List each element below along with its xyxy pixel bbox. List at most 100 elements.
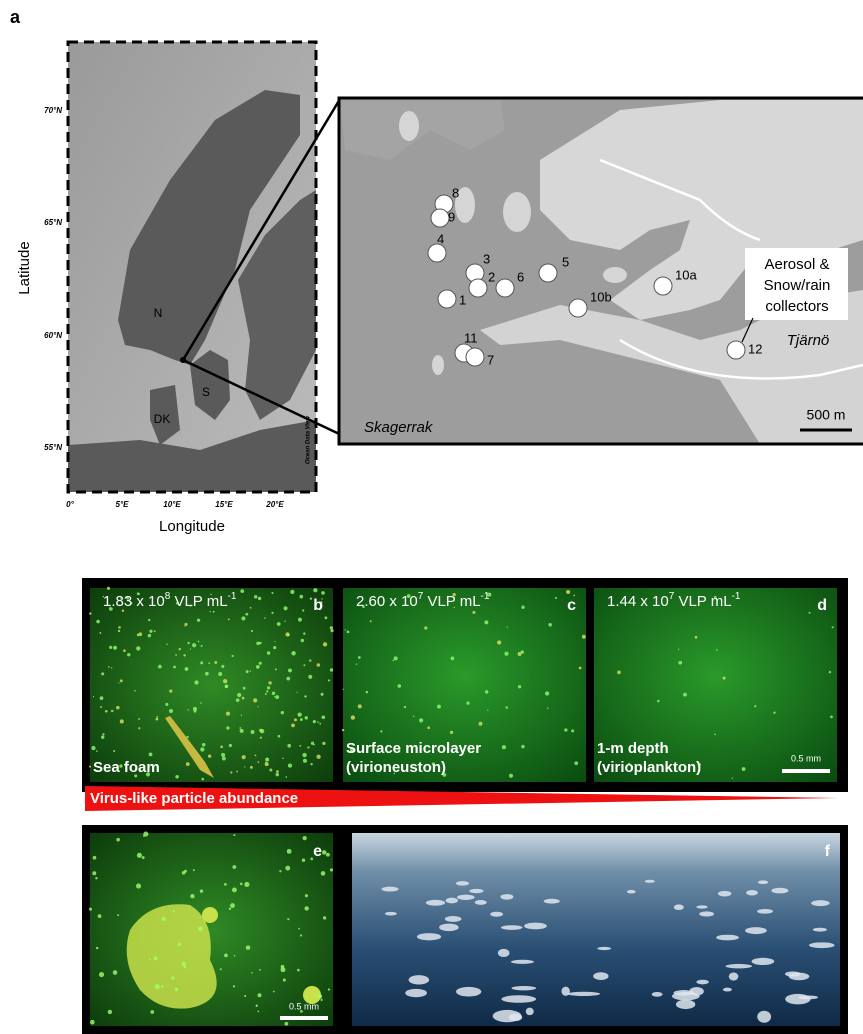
- foam-patch: [757, 908, 773, 914]
- particle: [232, 985, 236, 988]
- particle: [329, 626, 334, 630]
- particle: [274, 640, 276, 643]
- particle: [135, 883, 142, 889]
- station: [468, 278, 488, 298]
- particle: [154, 984, 160, 990]
- foam-patch: [673, 990, 695, 996]
- particle: [830, 715, 833, 719]
- particle: [275, 695, 280, 699]
- particle: [223, 883, 227, 886]
- particle: [280, 710, 285, 715]
- particle: [239, 882, 243, 886]
- particle: [497, 640, 502, 645]
- island: [503, 192, 531, 232]
- particle: [185, 762, 190, 767]
- particle: [442, 772, 447, 777]
- station: [568, 298, 588, 318]
- particle: [275, 772, 280, 777]
- particle: [316, 663, 321, 667]
- particle: [466, 701, 470, 705]
- caption: Sea foam: [93, 759, 160, 776]
- particle: [119, 764, 123, 768]
- particle: [286, 848, 292, 854]
- island: [455, 187, 475, 223]
- gradient-label: Virus-like particle abundance: [90, 790, 298, 807]
- particle: [153, 956, 158, 961]
- particle: [222, 679, 228, 684]
- caption: (virioplankton): [597, 759, 701, 776]
- particle: [155, 717, 159, 721]
- foam-patch: [812, 927, 827, 932]
- foam-cluster: [202, 907, 218, 923]
- particle: [233, 954, 236, 957]
- cell-count: 2.60 x 107 VLP mL-1: [356, 591, 490, 610]
- foam-patch: [425, 899, 446, 906]
- particle: [251, 971, 253, 974]
- longitude-label: 0°: [66, 500, 74, 509]
- particle: [268, 681, 272, 685]
- particle: [397, 684, 402, 688]
- foam-patch: [501, 995, 537, 1003]
- particle: [521, 605, 525, 609]
- particle: [116, 705, 120, 710]
- foam-patch: [725, 963, 753, 969]
- particle: [397, 749, 401, 752]
- particle: [219, 968, 222, 971]
- particle: [178, 647, 182, 651]
- foam-patch: [597, 946, 612, 951]
- foam-patch: [497, 948, 510, 958]
- particle: [148, 618, 151, 622]
- foam-patch: [500, 894, 514, 900]
- particle: [259, 728, 263, 732]
- particle: [90, 1019, 95, 1025]
- particle: [183, 654, 186, 657]
- caption: Surface microlayer: [346, 740, 481, 757]
- particle: [307, 746, 310, 749]
- particle: [212, 610, 215, 613]
- particle: [283, 606, 288, 611]
- particle: [117, 914, 120, 917]
- particle: [100, 706, 102, 708]
- particle: [200, 661, 204, 665]
- particle: [287, 763, 293, 768]
- particle: [322, 642, 328, 647]
- particle: [324, 616, 328, 620]
- particle: [392, 659, 395, 662]
- particle: [197, 640, 200, 643]
- particle: [175, 602, 179, 605]
- particle: [107, 1009, 113, 1015]
- particle: [452, 593, 456, 597]
- particle: [282, 757, 284, 760]
- particle: [412, 715, 415, 718]
- particle: [344, 629, 346, 631]
- particle: [326, 852, 330, 857]
- particle: [678, 648, 680, 650]
- particle: [149, 629, 153, 633]
- station-label: 10a: [675, 267, 697, 282]
- particle: [255, 665, 260, 669]
- particle: [88, 765, 92, 768]
- particle: [138, 727, 141, 730]
- count-base: 1.44 x 10: [607, 593, 669, 610]
- foam-patch: [757, 880, 769, 885]
- foam-patch: [651, 991, 663, 997]
- particle: [406, 594, 411, 598]
- place-label: Tjärnö: [787, 332, 830, 349]
- count-exponent: 7: [669, 591, 675, 602]
- particle: [330, 629, 334, 633]
- particle: [156, 715, 159, 718]
- particle: [285, 865, 291, 871]
- particle: [244, 766, 246, 768]
- particle: [184, 625, 186, 627]
- scale-bar-label: 500 m: [807, 407, 846, 423]
- particle: [312, 719, 316, 724]
- shallow: [340, 98, 505, 160]
- particle: [150, 1010, 155, 1014]
- particle: [279, 870, 282, 873]
- particle: [201, 743, 206, 747]
- panel-label: f: [825, 843, 831, 860]
- particle: [108, 666, 110, 668]
- particle: [138, 593, 140, 596]
- particle: [119, 719, 124, 724]
- particle: [236, 770, 238, 773]
